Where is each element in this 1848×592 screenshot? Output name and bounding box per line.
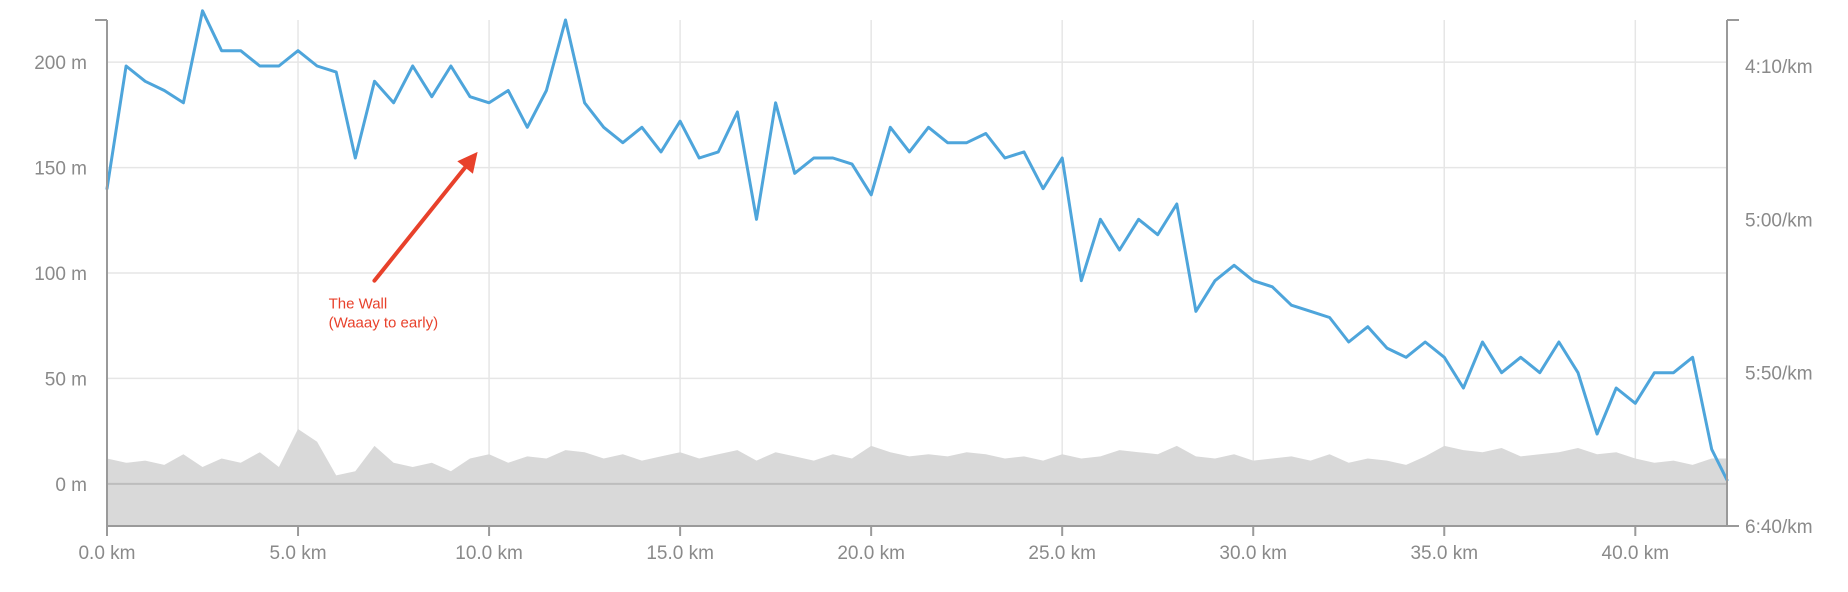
x-tick-label: 30.0 km [1219,543,1287,564]
annotation-arrow-shaft [372,165,468,283]
x-tick-label: 35.0 km [1410,543,1478,564]
axis-layer: 200 m 150 m 100 m 50 m 0 m 4:10/km 5:00/km 5:50… [34,19,1813,564]
x-tick-label: 5.0 km [270,543,327,564]
y-right-tick-label: 6:40/km [1745,517,1813,538]
y-left-tick-label: 200 m [34,53,87,74]
y-left-tick-label: 50 m [45,369,87,390]
pace-line [105,9,1729,482]
y-left-tick-label: 100 m [34,264,87,285]
y-left-tick-label: 0 m [55,475,87,496]
y-left-tick-label: 150 m [34,159,87,180]
y-right-tick-label: 5:00/km [1745,210,1813,231]
grid-layer [106,20,1727,526]
x-tick-label: 40.0 km [1602,543,1670,564]
x-tick-label: 0.0 km [78,543,135,564]
x-tick-label: 15.0 km [646,543,714,564]
x-tick-label: 20.0 km [837,543,905,564]
annotation-layer: The Wall (Waaay to early) [329,151,478,331]
x-tick-label: 10.0 km [455,543,523,564]
annotation-arrow-head [457,151,478,174]
elevation-area [107,429,1727,526]
y-right-tick-label: 5:50/km [1745,364,1813,385]
annotation-text-line: (Waaay to early) [329,314,438,331]
y-right-tick-label: 4:10/km [1745,57,1813,78]
annotation-text-line: The Wall [329,295,388,312]
line-layer [105,9,1729,482]
area-layer [107,429,1727,526]
x-tick-label: 25.0 km [1028,543,1096,564]
